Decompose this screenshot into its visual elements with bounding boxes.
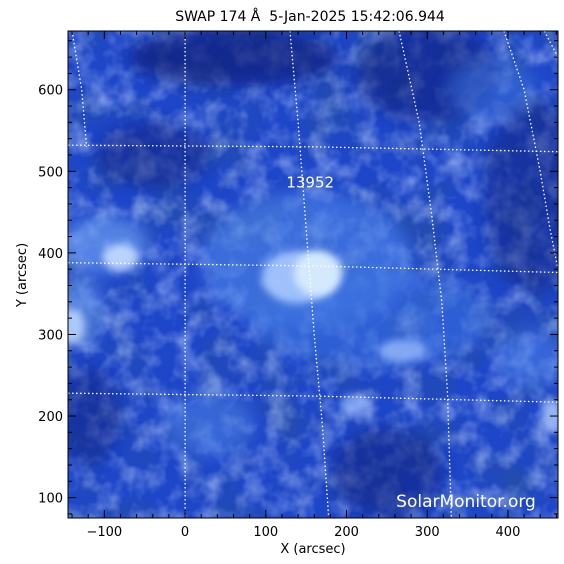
coronal-feature — [164, 391, 254, 457]
solarmonitor-watermark: SolarMonitor.org — [396, 492, 536, 512]
y-axis-ticks: 100 200 300 400 500 600 — [38, 40, 558, 515]
y-tick-label: 400 — [38, 247, 63, 262]
coronal-feature — [495, 330, 558, 388]
y-tick-label: 300 — [38, 328, 63, 343]
y-tick-label: 200 — [38, 410, 63, 425]
y-tick-label: 100 — [38, 492, 63, 507]
longitude-line — [398, 31, 453, 518]
coronal-feature — [340, 394, 370, 414]
coronal-feature — [102, 243, 139, 271]
coronal-feature — [483, 97, 558, 294]
x-tick-label: 300 — [415, 525, 440, 540]
x-tick-label: 200 — [334, 525, 359, 540]
x-tick-label: 400 — [496, 525, 521, 540]
coronal-feature — [330, 428, 444, 518]
longitude-line — [543, 31, 558, 58]
plot-frame — [67, 30, 559, 519]
coronal-feature — [128, 31, 339, 86]
x-axis-label: X (arcsec) — [280, 542, 345, 557]
euv-solar-image — [68, 31, 558, 518]
heliographic-grid — [68, 31, 558, 518]
plot-title: SWAP 174 Å 5-Jan-2025 15:42:06.944 — [175, 8, 445, 25]
coronal-feature — [68, 216, 149, 274]
coronal-feature — [447, 57, 537, 123]
bright-coronal-features — [68, 31, 558, 518]
x-tick-label: −100 — [86, 525, 122, 540]
y-axis-label: Y (arcsec) — [15, 243, 30, 308]
coronal-feature — [294, 250, 343, 297]
longitude-line — [503, 31, 558, 270]
coronal-feature — [541, 399, 558, 433]
y-tick-label: 500 — [38, 165, 63, 180]
x-axis-ticks: −100 0 100 200 300 400 — [71, 31, 557, 540]
y-tick-label: 600 — [38, 84, 63, 99]
coronal-feature — [68, 367, 121, 465]
latitude-line — [68, 262, 558, 274]
latitude-line — [68, 144, 558, 153]
longitude-line — [289, 31, 330, 518]
latitude-line — [68, 392, 558, 403]
x-tick-label: 100 — [253, 525, 278, 540]
coronal-feature — [378, 339, 428, 363]
x-tick-label: 0 — [181, 525, 189, 540]
coronal-feature — [68, 308, 85, 345]
coronal-feature — [96, 122, 210, 188]
active-region-label: 13952 — [286, 174, 334, 192]
